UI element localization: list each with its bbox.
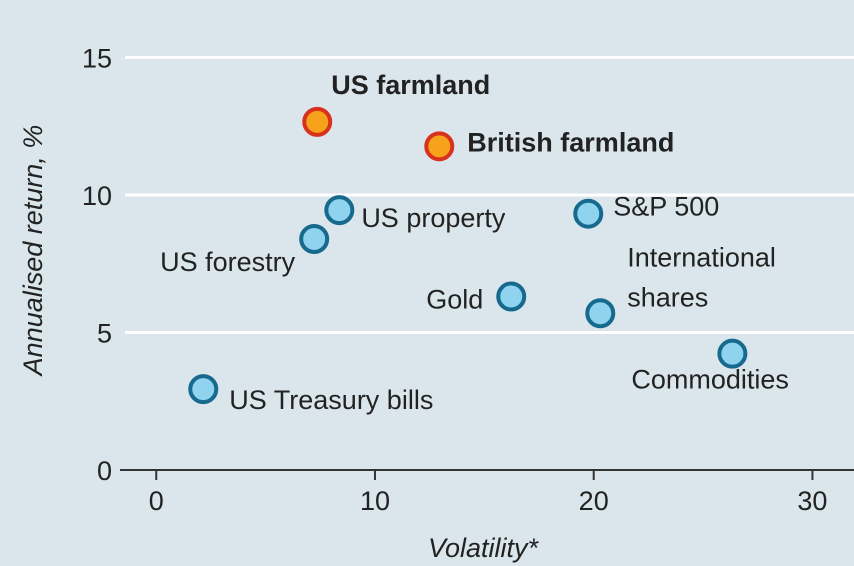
- x-tick-label: 0: [149, 486, 164, 516]
- x-tick-label: 10: [360, 486, 390, 516]
- y-tick-label: 5: [97, 319, 112, 349]
- x-axis-label: Volatility*: [428, 533, 540, 563]
- point: [188, 374, 219, 405]
- point-label: Commodities: [631, 365, 789, 395]
- point-label: S&P 500: [613, 192, 719, 222]
- y-tick-label: 15: [82, 44, 112, 74]
- point-label: US Treasury bills: [229, 385, 433, 415]
- point-label: US farmland: [331, 70, 490, 100]
- label-line: International: [627, 242, 776, 272]
- point: [302, 106, 333, 137]
- point-label: US property: [361, 203, 506, 233]
- point: [324, 195, 355, 226]
- y-axis-label: Annualised return, %: [18, 125, 48, 378]
- point-label: US forestry: [160, 247, 296, 277]
- label-line: shares: [627, 282, 708, 312]
- point: [573, 198, 604, 229]
- point: [496, 281, 527, 312]
- y-tick-label: 0: [97, 456, 112, 486]
- point-label: British farmland: [467, 127, 674, 157]
- point: [424, 131, 455, 162]
- point: [585, 298, 616, 329]
- x-tick-label: 30: [797, 486, 827, 516]
- point: [299, 224, 330, 254]
- point: [717, 338, 748, 369]
- point-label: International shares: [627, 242, 776, 312]
- x-tick-label: 20: [579, 486, 609, 516]
- point-label: Gold: [426, 284, 483, 314]
- y-tick-label: 10: [82, 181, 112, 211]
